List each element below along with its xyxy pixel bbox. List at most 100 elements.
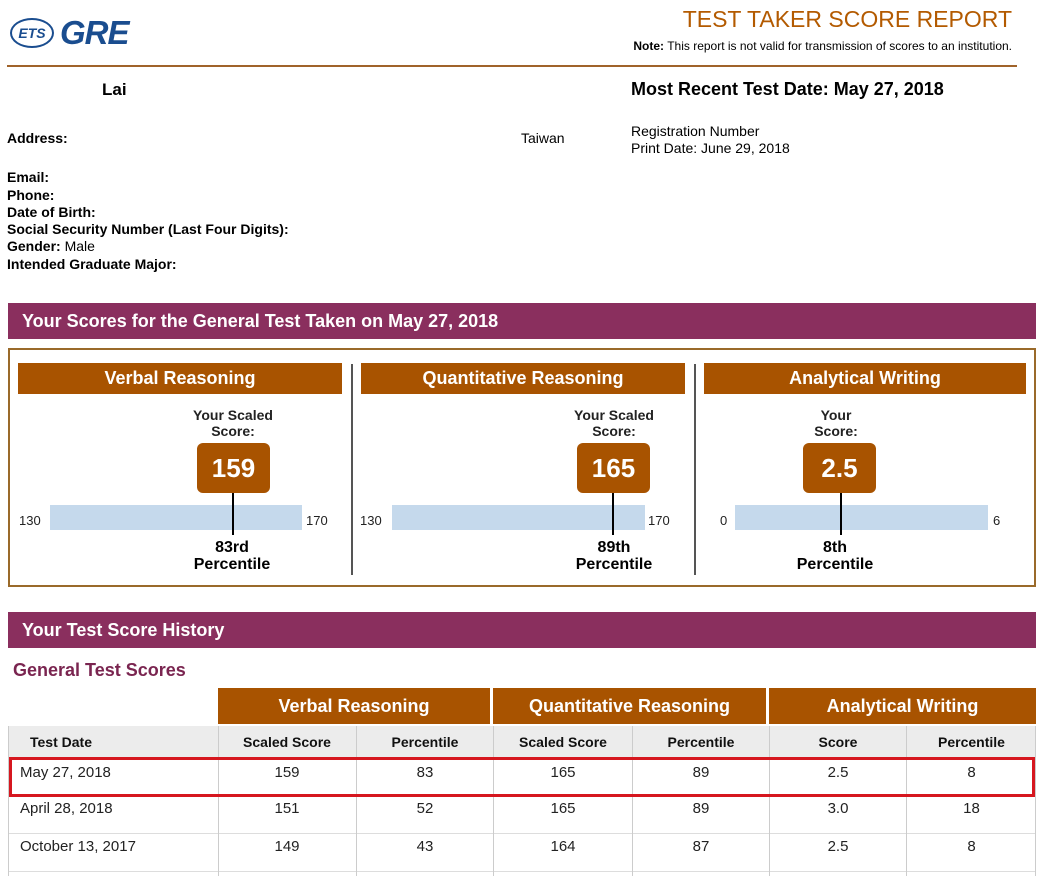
most-recent-test-date: Most Recent Test Date: May 27, 2018 <box>631 79 944 99</box>
percentile-value: 89th <box>597 539 631 556</box>
gre-logo-text: GRE <box>60 14 130 51</box>
note-label: Note: <box>633 39 665 53</box>
verbal-percentile: 83rd Percentile <box>167 539 297 573</box>
row-writing-percentile: 18 <box>907 798 1036 834</box>
column-header-verbal-scaled: Scaled Score <box>218 726 356 758</box>
verbal-score-bar <box>50 505 302 530</box>
registration-number-label: Registration Number <box>631 123 760 139</box>
row-verbal-percentile: 52 <box>357 798 493 834</box>
scores-section-header: Your Scores for the General Test Taken o… <box>8 303 1036 339</box>
history-group-quant: Quantitative Reasoning <box>493 688 766 724</box>
writing-score-badge: 2.5 <box>803 443 876 493</box>
table-divider <box>769 726 770 876</box>
header-divider <box>7 65 1017 67</box>
table-divider <box>493 726 494 876</box>
table-divider <box>632 726 633 876</box>
quant-score-needle <box>612 493 615 535</box>
report-note: Note: This report is not valid for trans… <box>633 39 1012 53</box>
row-writing-score: 3.0 <box>770 798 906 834</box>
history-group-writing: Analytical Writing <box>769 688 1036 724</box>
writing-score-caption: Your Score: <box>786 407 886 439</box>
row-verbal-scaled: 151 <box>218 798 356 834</box>
verbal-min-tick: 130 <box>19 513 41 528</box>
table-border <box>8 726 9 876</box>
phone-label: Phone: <box>7 187 55 203</box>
major-label: Intended Graduate Major: <box>7 256 177 272</box>
ssn-label: Social Security Number (Last Four Digits… <box>7 221 289 237</box>
percentile-label: Percentile <box>575 556 653 573</box>
percentile-value: 8th <box>823 539 847 556</box>
row-quant-percentile: 87 <box>633 836 769 872</box>
ets-logo-icon: ETS <box>10 18 54 48</box>
column-header-writing-percentile: Percentile <box>907 726 1036 758</box>
caption-line: Score: <box>814 423 858 439</box>
writing-panel: Analytical Writing Your Score: 2.5 0 6 8t… <box>696 350 1034 585</box>
writing-score-needle <box>839 493 842 535</box>
row-verbal-scaled: 149 <box>218 836 356 872</box>
row-quant-scaled: 164 <box>494 836 632 872</box>
quant-score-bar <box>392 505 645 530</box>
row-test-date: April 28, 2018 <box>8 798 218 834</box>
gender-row: Gender: Male <box>7 238 95 254</box>
row-quant-scaled: 165 <box>494 798 632 834</box>
address-label: Address: <box>7 130 68 146</box>
dob-label: Date of Birth: <box>7 204 96 220</box>
column-header-quant-scaled: Scaled Score <box>494 726 632 758</box>
report-title: TEST TAKER SCORE REPORT <box>682 6 1012 32</box>
writing-max-tick: 6 <box>993 513 1001 528</box>
table-divider <box>218 726 219 876</box>
note-text: This report is not valid for transmissio… <box>667 39 1012 53</box>
column-header-test-date: Test Date <box>8 726 218 758</box>
gender-label: Gender: <box>7 238 61 254</box>
column-header-verbal-percentile: Percentile <box>357 726 493 758</box>
writing-percentile: 8th Percentile <box>770 539 900 573</box>
percentile-label: Percentile <box>193 556 271 573</box>
address-country: Taiwan <box>521 130 565 146</box>
row-writing-score: 2.5 <box>770 836 906 872</box>
email-label: Email: <box>7 169 50 185</box>
row-verbal-percentile: 43 <box>357 836 493 872</box>
writing-score-bar <box>735 505 988 530</box>
column-header-quant-percentile: Percentile <box>633 726 769 758</box>
verbal-max-tick: 170 <box>306 513 328 528</box>
table-border <box>1035 726 1036 876</box>
quant-panel-title: Quantitative Reasoning <box>361 363 685 394</box>
caption-line: Score: <box>211 423 255 439</box>
quant-min-tick: 130 <box>360 513 382 528</box>
quant-score-caption: Your Scaled Score: <box>564 407 664 439</box>
column-header-writing-score: Score <box>770 726 906 758</box>
candidate-name: Lai <box>102 80 127 99</box>
ets-gre-logo: ETS GRE <box>10 14 130 52</box>
quant-score-badge: 165 <box>577 443 650 493</box>
verbal-score-badge: 159 <box>197 443 270 493</box>
verbal-score-caption: Your Scaled Score: <box>183 407 283 439</box>
row-test-date: October 13, 2017 <box>8 836 218 872</box>
score-panels: Verbal Reasoning Your Scaled Score: 159 1… <box>8 348 1036 587</box>
registration-info: Registration Number Print Date: June 29,… <box>631 123 790 157</box>
quant-max-tick: 170 <box>648 513 670 528</box>
quant-panel: Quantitative Reasoning Your Scaled Score:… <box>353 350 695 585</box>
panel-divider <box>694 364 696 575</box>
quant-percentile: 89th Percentile <box>549 539 679 573</box>
panel-divider <box>351 364 353 575</box>
writing-panel-title: Analytical Writing <box>704 363 1026 394</box>
verbal-panel: Verbal Reasoning Your Scaled Score: 159 1… <box>10 350 352 585</box>
caption-line: Score: <box>592 423 636 439</box>
caption-line: Your Scaled <box>193 407 273 423</box>
verbal-panel-title: Verbal Reasoning <box>18 363 342 394</box>
row-writing-percentile: 8 <box>907 836 1036 872</box>
print-date: Print Date: June 29, 2018 <box>631 140 790 156</box>
gender-value: Male <box>64 238 95 254</box>
history-group-verbal: Verbal Reasoning <box>218 688 490 724</box>
writing-min-tick: 0 <box>720 513 728 528</box>
caption-line: Your <box>820 407 852 423</box>
table-divider <box>906 726 907 876</box>
row-quant-percentile: 89 <box>633 798 769 834</box>
history-subtitle: General Test Scores <box>13 660 186 680</box>
history-section-header: Your Test Score History <box>8 612 1036 648</box>
highlight-box <box>9 757 1035 797</box>
percentile-label: Percentile <box>796 556 874 573</box>
percentile-value: 83rd <box>215 539 249 556</box>
caption-line: Your Scaled <box>574 407 654 423</box>
table-divider <box>356 726 357 876</box>
